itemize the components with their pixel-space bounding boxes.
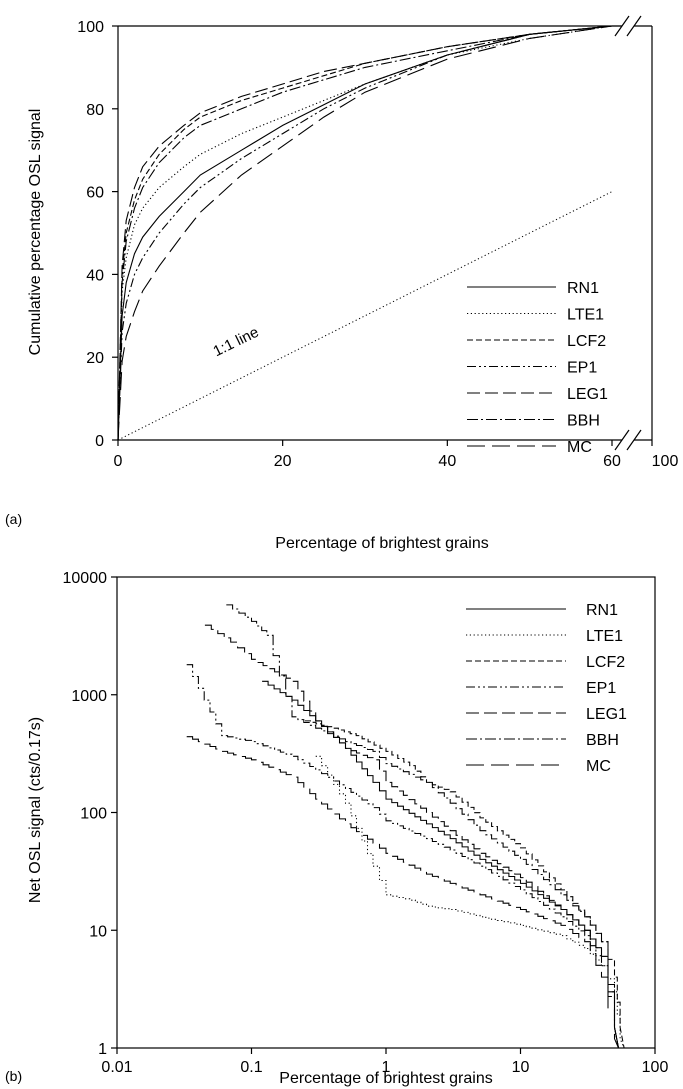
- x-tick-label-a: 40: [438, 453, 456, 470]
- legend-label-a-bbh: BBH: [567, 413, 600, 430]
- axis-break-mark: [626, 429, 642, 451]
- reference-line-label: 1:1 line: [211, 324, 262, 360]
- y-axis-title-a: Cumulative percentage OSL signal: [27, 109, 44, 356]
- legend-label-a-lcf2: LCF2: [567, 333, 606, 350]
- legend-label-b-leg1: LEG1: [586, 706, 627, 723]
- y-tick-label-a: 0: [95, 433, 104, 450]
- plot-area-a: [117, 25, 622, 441]
- series-line-b-rn1: [262, 680, 620, 1049]
- panel-a: RN1 LTE1 LCF2 EP1 LEG1 BBH MC 0 20 40 60 80 100 0 20 4…: [5, 15, 679, 552]
- x-tick-label-a: 60: [603, 453, 621, 470]
- legend-label-b-rn1: RN1: [586, 602, 618, 619]
- y-tick-label-a: 40: [86, 267, 104, 284]
- legend-label-a-mc: MC: [567, 439, 592, 456]
- legend-label-b-mc: MC: [586, 758, 611, 775]
- x-tick-label-b: 10: [512, 1059, 530, 1076]
- series-line-b-lcf2: [305, 720, 625, 1049]
- series-line-a-ep1: [117, 25, 613, 441]
- axes-b: 1 10 100 1000 10000 0.01 0.1 1 10 100: [63, 570, 669, 1076]
- x-axis-title-b: Percentage of brightest grains: [279, 1070, 492, 1087]
- legend-label-a-lte1: LTE1: [567, 307, 604, 324]
- series-line-a-mc: [117, 25, 613, 441]
- series-line-b-mc: [186, 736, 619, 1049]
- series-line-a-leg1: [117, 25, 613, 441]
- axis-break-mark: [614, 429, 630, 451]
- legend-label-a-ep1: EP1: [567, 360, 597, 377]
- x-tick-label-a: 0: [114, 453, 123, 470]
- legend-label-b-lcf2: LCF2: [586, 654, 625, 671]
- axis-break-mark: [614, 15, 630, 37]
- y-tick-label-a: 80: [86, 102, 104, 119]
- x-axis-title-a: Percentage of brightest grains: [275, 535, 488, 552]
- y-tick-label-b: 10: [89, 923, 107, 940]
- y-tick-label-a: 100: [77, 19, 104, 36]
- y-tick-label-a: 60: [86, 185, 104, 202]
- legend-label-a-rn1: RN1: [567, 280, 599, 297]
- plot-area-b: [186, 604, 625, 1049]
- series-line-b-leg1: [204, 624, 620, 1049]
- legend-label-b-bbh: BBH: [586, 732, 619, 749]
- series-line-b-bbh: [226, 604, 620, 1049]
- panel-label-a: (a): [5, 511, 22, 527]
- axes-a: 0 20 40 60 80 100 0 20 40 60 100: [77, 15, 679, 470]
- legend-label-b-ep1: EP1: [586, 680, 616, 697]
- legend-label-a-leg1: LEG1: [567, 386, 608, 403]
- series-line-b-ep1: [186, 664, 620, 1049]
- x-tick-label-a: 20: [274, 453, 292, 470]
- panel-b: RN1 LTE1 LCF2 EP1 LEG1 BBH MC 1 10 100 1000 10000 0…: [5, 570, 668, 1087]
- x-tick-label-b: 0.1: [240, 1059, 262, 1076]
- y-tick-label-b: 1: [98, 1041, 107, 1058]
- x-tick-label-b: 0.01: [101, 1059, 132, 1076]
- series-line-a-bbh: [117, 25, 613, 441]
- y-tick-label-a: 20: [86, 350, 104, 367]
- plot-frame-b: [116, 576, 656, 1049]
- panel-label-b: (b): [5, 1068, 22, 1084]
- x-tick-label-a: 100: [652, 453, 679, 470]
- x-tick-label-b: 100: [642, 1059, 669, 1076]
- y-tick-label-b: 1000: [71, 688, 107, 705]
- legend-b: RN1 LTE1 LCF2 EP1 LEG1 BBH MC: [466, 602, 627, 775]
- y-axis-title-b: Net OSL signal (cts/0.17s): [27, 717, 44, 903]
- y-tick-label-b: 100: [80, 806, 107, 823]
- series-line-a-lte1: [117, 25, 613, 441]
- reference-line-1-1: [117, 191, 613, 441]
- legend-a: RN1 LTE1 LCF2 EP1 LEG1 BBH MC: [467, 280, 608, 456]
- y-tick-label-b: 10000: [63, 570, 108, 587]
- axis-break-mark: [626, 15, 642, 37]
- x-tick-label-b: 1: [382, 1059, 391, 1076]
- series-line-b-lte1: [315, 755, 625, 1049]
- legend-label-b-lte1: LTE1: [586, 628, 623, 645]
